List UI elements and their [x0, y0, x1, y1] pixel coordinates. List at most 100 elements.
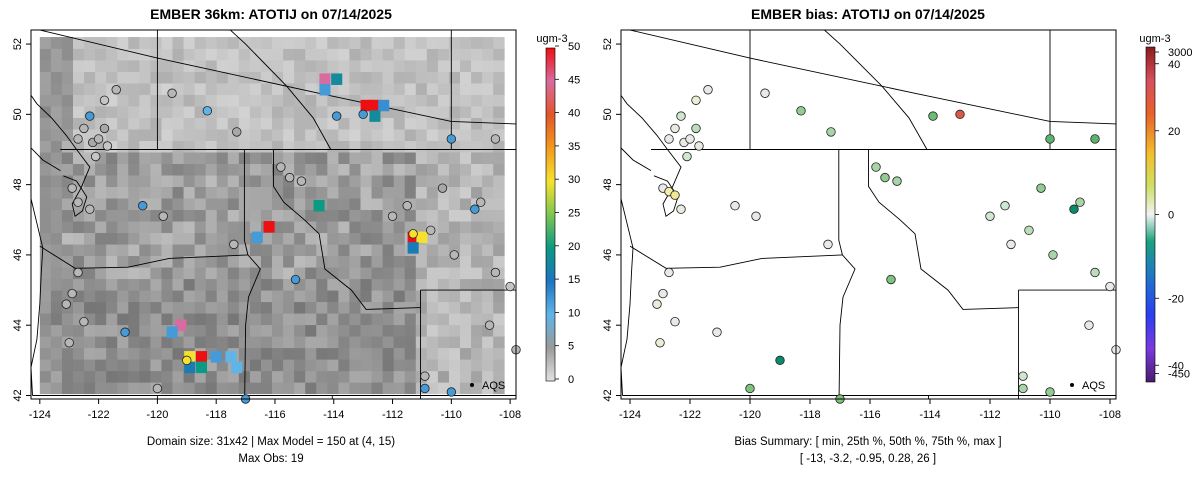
- grid-cell: [238, 117, 251, 130]
- station-marker: [652, 299, 662, 309]
- grid-cell: [238, 48, 251, 61]
- grid-cell: [205, 60, 218, 72]
- grid-cell: [448, 60, 461, 72]
- grid-cell: [493, 244, 505, 257]
- colorbar-tick-label: 30: [568, 174, 580, 186]
- grid-cell: [327, 152, 339, 164]
- grid-cell: [460, 198, 472, 211]
- grid-cell: [460, 94, 472, 107]
- grid-cell: [238, 106, 251, 118]
- grid-cell: [150, 278, 162, 291]
- station-marker: [67, 183, 77, 193]
- grid-cell: [39, 290, 52, 303]
- grid-cell: [194, 290, 207, 303]
- grid-cell: [382, 278, 395, 291]
- boundary-line: [31, 197, 44, 396]
- grid-cell: [493, 71, 505, 84]
- grid-cell: [471, 60, 483, 72]
- grid-cell: [437, 209, 450, 222]
- grid-cell: [72, 163, 85, 176]
- grid-cell: [39, 37, 52, 49]
- grid-cell: [482, 175, 494, 188]
- grid-cell: [272, 60, 284, 72]
- grid-cell: [349, 163, 361, 176]
- grid-cell: [216, 290, 229, 303]
- grid-cell: [61, 267, 74, 280]
- grid-cell: [404, 71, 417, 84]
- grid-cell: [84, 71, 96, 84]
- grid-cell: [139, 290, 151, 303]
- grid-cell: [272, 359, 284, 372]
- grid-cell: [227, 336, 240, 349]
- grid-cell: [283, 382, 295, 395]
- grid-cell: [404, 209, 417, 222]
- grid-cell: [272, 324, 284, 337]
- grid-cell: [415, 94, 428, 107]
- station-marker: [1000, 201, 1010, 211]
- grid-cell: [360, 221, 372, 234]
- grid-cell: [448, 198, 461, 211]
- grid-cell: [349, 324, 361, 337]
- grid-cell: [448, 336, 461, 349]
- grid-cell: [371, 278, 384, 291]
- grid-cell: [283, 359, 295, 372]
- grid-cell: [371, 347, 384, 360]
- grid-cell: [272, 175, 284, 188]
- grid-cell: [205, 140, 218, 153]
- grid-cell: [249, 37, 262, 49]
- grid-cell: [128, 347, 140, 360]
- colorbar-tick-label: -450: [1168, 369, 1190, 381]
- grid-cell: [72, 290, 85, 303]
- grid-cell: [382, 106, 395, 118]
- grid-cell: [393, 140, 406, 153]
- grid-cell: [272, 244, 284, 257]
- grid-cell: [460, 175, 472, 188]
- grid-cell: [172, 278, 184, 291]
- grid-cell: [61, 117, 74, 130]
- grid-cell: [316, 163, 328, 176]
- grid-cell: [172, 232, 184, 245]
- station-marker: [691, 95, 701, 105]
- grid-cell: [371, 267, 384, 280]
- grid-cell: [426, 301, 439, 314]
- colorbar-tick-label: 3000: [1168, 47, 1192, 59]
- grid-cell: [61, 60, 74, 72]
- grid-cell: [117, 255, 129, 268]
- grid-cell: [460, 347, 472, 360]
- grid-cell: [183, 175, 196, 188]
- footer-line-2: Max Obs: 19: [238, 453, 303, 465]
- grid-cell: [415, 71, 428, 84]
- grid-cell: [183, 221, 196, 234]
- grid-cell: [437, 117, 450, 130]
- grid-cell: [371, 301, 384, 314]
- grid-cell: [371, 60, 384, 72]
- grid-cell: [448, 382, 461, 395]
- grid-cell: [249, 117, 262, 130]
- grid-cell: [327, 301, 339, 314]
- grid-cell: [460, 71, 472, 84]
- grid-cell: [238, 83, 251, 95]
- grid-cell: [172, 106, 184, 118]
- grid-cell: [338, 140, 350, 153]
- grid-cell: [39, 60, 52, 72]
- grid-cell: [338, 336, 350, 349]
- grid-cell: [482, 244, 494, 257]
- grid-cell: [316, 60, 328, 72]
- station-marker: [296, 176, 307, 186]
- grid-cell: [305, 267, 317, 280]
- grid-cell: [227, 186, 240, 199]
- grid-cell: [161, 244, 173, 257]
- grid-cell: [448, 244, 461, 257]
- grid-cell: [150, 140, 162, 153]
- station-marker: [85, 111, 95, 121]
- grid-cell: [415, 301, 428, 314]
- grid-cell: [349, 301, 361, 314]
- grid-cell: [50, 209, 63, 222]
- grid-cell: [106, 186, 118, 199]
- grid-cell: [349, 129, 361, 141]
- grid-cell: [72, 278, 85, 291]
- grid-cell: [482, 232, 494, 245]
- grid-cell: [415, 175, 428, 188]
- grid-cell: [106, 71, 118, 84]
- grid-cell: [360, 71, 372, 84]
